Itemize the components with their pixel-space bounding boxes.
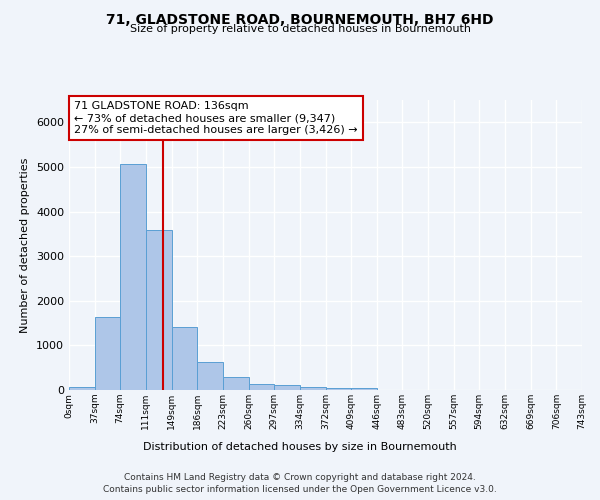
- Text: Contains public sector information licensed under the Open Government Licence v3: Contains public sector information licen…: [103, 485, 497, 494]
- Text: Distribution of detached houses by size in Bournemouth: Distribution of detached houses by size …: [143, 442, 457, 452]
- Bar: [172, 327, 197, 390]
- Text: 71, GLADSTONE ROAD, BOURNEMOUTH, BH7 6HD: 71, GLADSTONE ROAD, BOURNEMOUTH, BH7 6HD: [106, 12, 494, 26]
- Bar: [197, 362, 223, 390]
- Bar: [299, 386, 326, 390]
- Bar: [69, 386, 95, 390]
- Bar: [352, 388, 377, 390]
- Bar: [274, 386, 299, 390]
- Bar: [326, 388, 352, 390]
- Text: Size of property relative to detached houses in Bournemouth: Size of property relative to detached ho…: [130, 24, 470, 34]
- Bar: [95, 318, 120, 390]
- Text: 71 GLADSTONE ROAD: 136sqm
← 73% of detached houses are smaller (9,347)
27% of se: 71 GLADSTONE ROAD: 136sqm ← 73% of detac…: [74, 102, 358, 134]
- Y-axis label: Number of detached properties: Number of detached properties: [20, 158, 31, 332]
- Bar: [120, 164, 146, 390]
- Bar: [223, 377, 248, 390]
- Bar: [248, 384, 274, 390]
- Text: Contains HM Land Registry data © Crown copyright and database right 2024.: Contains HM Land Registry data © Crown c…: [124, 472, 476, 482]
- Bar: [146, 230, 172, 390]
